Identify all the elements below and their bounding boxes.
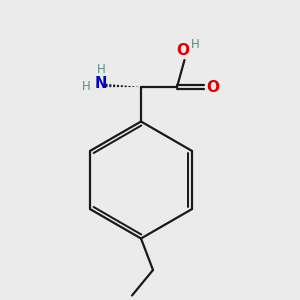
Text: H: H (190, 38, 200, 51)
Text: H: H (82, 80, 91, 94)
Text: O: O (206, 80, 219, 94)
Text: H: H (97, 63, 106, 76)
Text: O: O (176, 43, 190, 58)
Text: N: N (95, 76, 107, 92)
